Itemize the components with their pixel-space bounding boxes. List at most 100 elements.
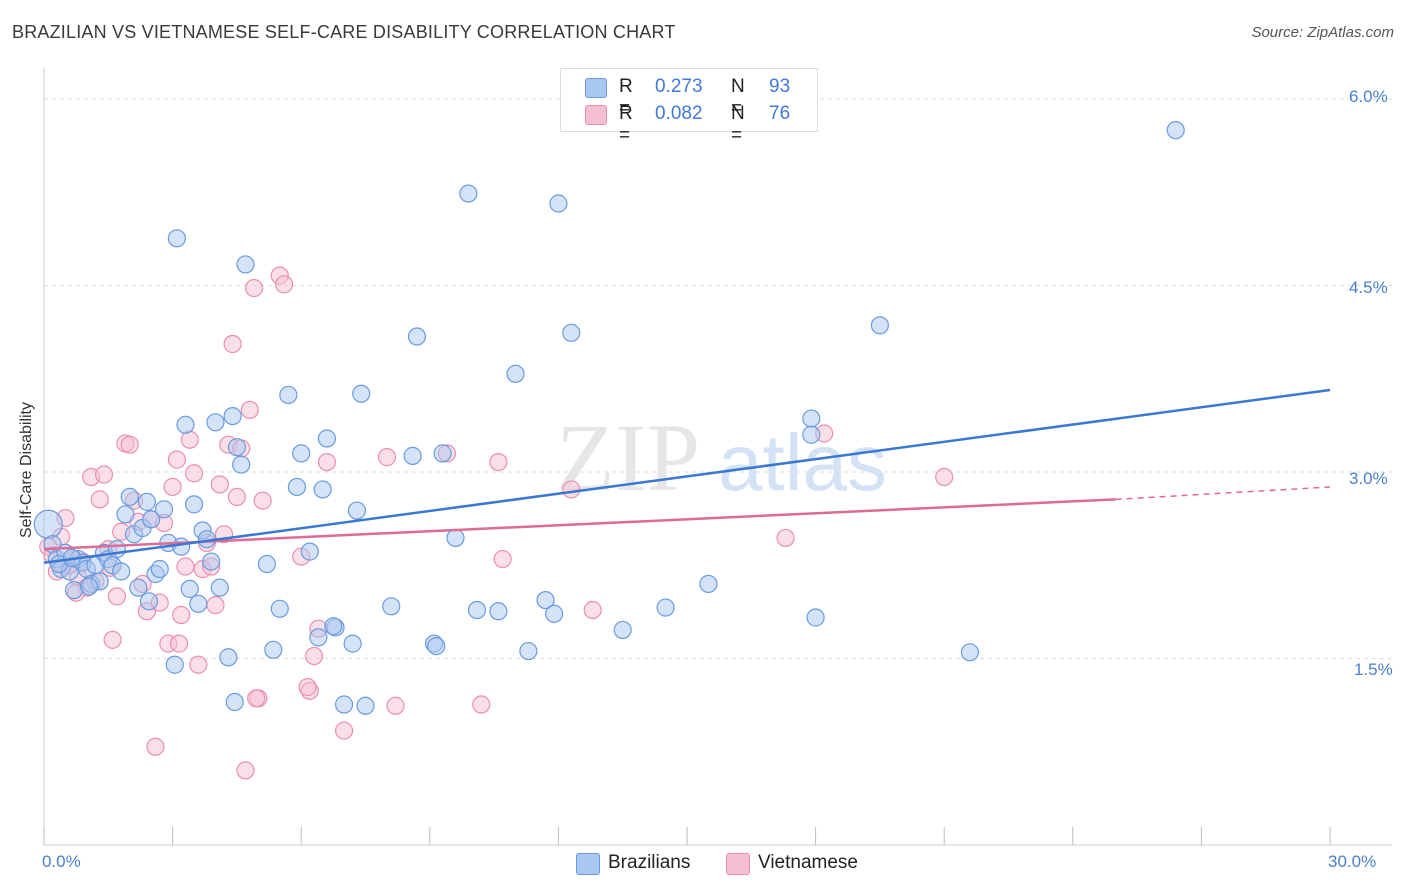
x-tick-min: 0.0% — [42, 852, 81, 871]
y-tick-1-5: 1.5% — [1354, 660, 1393, 679]
brazilian-point — [343, 634, 362, 653]
brazilian-point — [802, 409, 821, 428]
vietnamese-point — [146, 737, 165, 756]
brazilian-point — [545, 604, 564, 623]
brazilian-point — [210, 578, 229, 597]
brazilian-point — [519, 641, 538, 661]
vietnamese-point — [236, 761, 255, 780]
brazilian-point — [142, 510, 161, 529]
brazilian-point — [459, 184, 478, 203]
brazilian-point — [467, 600, 487, 620]
brazilian-point — [427, 636, 446, 656]
pink-swatch — [585, 105, 607, 125]
n-value-vietnamese: 76 — [769, 103, 791, 124]
brazilian-point — [64, 581, 84, 600]
y-axis-label: Self-Care Disability — [18, 401, 35, 539]
brazilian-point — [180, 579, 199, 599]
brazilian-point — [219, 648, 238, 667]
brazilian-point — [33, 509, 63, 539]
vietnamese-trend-line — [43, 498, 1116, 551]
vietnamese-point — [386, 696, 405, 715]
brazilian-point — [279, 385, 298, 405]
brazilian-point — [489, 602, 508, 621]
vietnamese-point — [227, 487, 246, 507]
vietnamese-point — [189, 655, 208, 674]
vietnamese-point — [935, 467, 954, 487]
brazilian-point — [287, 477, 307, 497]
brazilian-point — [960, 643, 980, 662]
vietnamese-point — [103, 630, 122, 649]
vietnamese-point — [334, 721, 354, 740]
brazilian-point — [225, 692, 244, 712]
vietnamese-point — [163, 477, 182, 497]
vietnamese-point — [274, 275, 294, 294]
vietnamese-point — [167, 450, 186, 469]
n-value-brazilians: 93 — [769, 76, 791, 97]
brazilian-point — [562, 323, 581, 342]
vietnamese-point — [489, 452, 508, 472]
brazilian-point — [536, 590, 555, 610]
brazilian-point — [154, 500, 174, 519]
brazilian-point — [139, 592, 159, 611]
pink-swatch — [726, 853, 750, 875]
vietnamese-point — [176, 557, 195, 576]
brazilian-point — [107, 540, 126, 559]
watermark-atlas: atlas — [718, 418, 887, 507]
brazilian-point — [165, 655, 184, 674]
legend-item-brazilians[interactable]: Brazilians — [576, 852, 706, 876]
source-note: Source: ZipAtlas.com — [1251, 24, 1394, 41]
brazilian-point — [613, 620, 632, 640]
brazilian-point — [356, 696, 375, 715]
r-label: R = — [619, 76, 633, 119]
brazilian-point — [403, 446, 422, 465]
vietnamese-point — [244, 278, 264, 298]
vietnamese-point — [493, 549, 512, 569]
axes — [43, 68, 1392, 846]
r-value-vietnamese: 0.082 — [655, 103, 703, 124]
brazilian-point — [347, 501, 367, 520]
vietnamese-point — [206, 595, 225, 615]
y-tick-6: 6.0% — [1349, 87, 1388, 106]
brazilian-point — [120, 487, 139, 507]
correlation-legend: R = 0.273 N = 93 R = 0.082 N = 76 — [560, 68, 818, 146]
vietnamese-point — [253, 491, 272, 510]
legend-item-vietnamese[interactable]: Vietnamese — [726, 852, 876, 876]
brazilian-point — [189, 594, 208, 613]
vietnamese-point — [169, 634, 189, 653]
zipatlas-watermark: ZIP atlas — [556, 404, 887, 511]
brazilian-point — [806, 608, 825, 627]
vietnamese-point — [776, 528, 795, 548]
watermark-zip: ZIP — [556, 404, 700, 511]
brazilian-point — [184, 495, 204, 514]
brazilian-point — [352, 384, 371, 403]
brazilian-point — [137, 492, 156, 511]
r-value-brazilians: 0.273 — [655, 76, 703, 97]
vietnamese-point — [317, 452, 337, 472]
vietnamese-point — [90, 490, 109, 509]
chart-title: BRAZILIAN VS VIETNAMESE SELF-CARE DISABI… — [12, 22, 676, 42]
brazilian-point — [1166, 121, 1185, 140]
brazilian-point — [236, 255, 255, 274]
brazilian-point — [79, 577, 99, 596]
brazilian-point — [227, 438, 246, 457]
brazilian-point — [313, 480, 332, 499]
brazilian-point — [129, 578, 148, 597]
vietnamese-point — [562, 480, 581, 499]
vietnamese-point — [184, 464, 204, 483]
vietnamese-point — [247, 689, 266, 708]
n-label: N = — [731, 76, 745, 119]
brazilian-point — [172, 537, 191, 556]
y-tick-3: 3.0% — [1349, 469, 1388, 488]
n-label: N = — [731, 103, 745, 146]
brazilian-point — [446, 528, 465, 548]
x-tick-max: 30.0% — [1328, 852, 1377, 871]
brazilian-point — [202, 552, 221, 571]
brazilian-point — [264, 640, 283, 659]
y-tick-4-5: 4.5% — [1349, 278, 1388, 297]
gridlines — [44, 98, 1392, 660]
brazilian-point — [433, 444, 452, 463]
brazilian-point — [317, 429, 337, 448]
brazilian-point — [407, 327, 427, 346]
vietnamese-point — [120, 435, 139, 454]
